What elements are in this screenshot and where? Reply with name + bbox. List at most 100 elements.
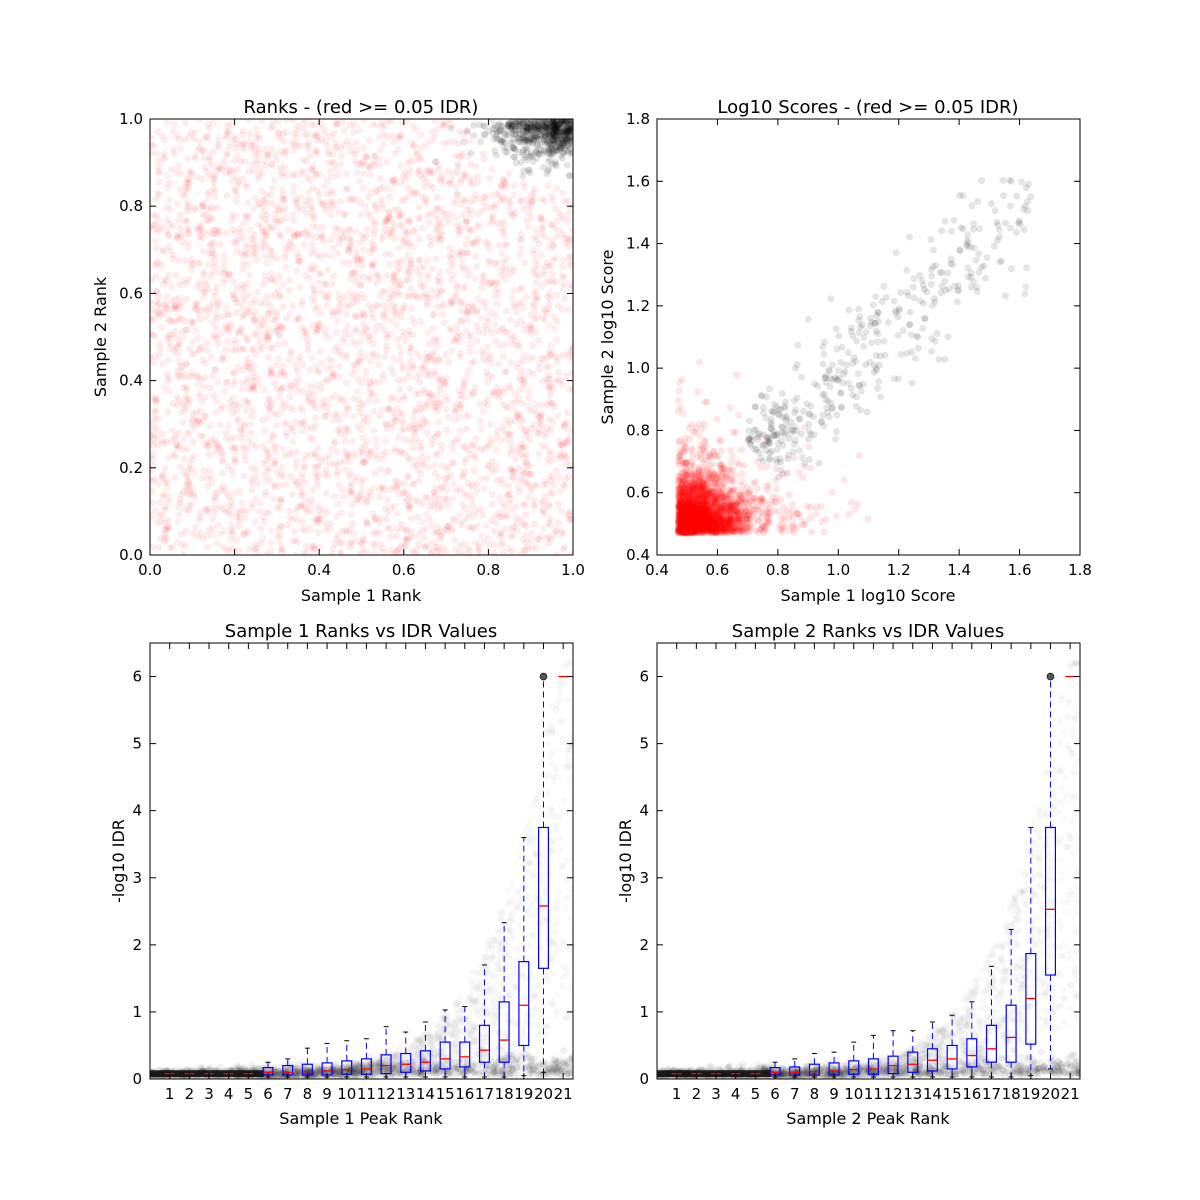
point-red (362, 517, 370, 525)
point-red (300, 241, 308, 249)
point-red (354, 253, 362, 261)
point-red (362, 367, 370, 375)
point-red (535, 272, 543, 280)
point-red (565, 510, 573, 518)
point-red (277, 531, 285, 539)
point-red (204, 133, 212, 141)
point-red (502, 367, 510, 375)
point-red (154, 260, 162, 268)
point-red (253, 549, 261, 555)
point-red (531, 502, 539, 510)
point-red (335, 302, 343, 310)
point-red (213, 163, 221, 171)
point-red (234, 415, 242, 423)
point-red (451, 535, 459, 543)
point-red (212, 252, 220, 260)
point-red (418, 452, 426, 460)
point-red (445, 139, 453, 147)
point-red (452, 332, 460, 340)
point-red (303, 173, 311, 181)
point-red (342, 379, 350, 387)
point-red (382, 448, 390, 456)
point-red (190, 135, 198, 143)
point-red (268, 293, 276, 301)
point-red (267, 191, 275, 199)
point-red (461, 380, 469, 388)
point-red (517, 245, 525, 253)
point-red (240, 145, 248, 153)
point-red (480, 408, 488, 416)
point-red (405, 501, 413, 509)
point-red (729, 452, 737, 460)
point-red (265, 395, 273, 403)
point-red (334, 343, 342, 351)
point-red (150, 393, 156, 401)
point-red (158, 132, 166, 140)
point-black (551, 158, 559, 166)
point-red (203, 474, 211, 482)
point-red (386, 193, 394, 201)
point-red (807, 464, 815, 472)
point-red (435, 418, 443, 426)
point-red (565, 306, 573, 314)
point-red (211, 508, 219, 516)
point-red (384, 405, 392, 413)
point-red (199, 535, 207, 543)
point-red (466, 450, 474, 458)
point-red (181, 136, 189, 144)
point-red (275, 481, 283, 489)
point-red (194, 299, 202, 307)
point-red (255, 375, 263, 383)
point-red (325, 355, 333, 363)
point-red (275, 393, 283, 401)
point-red (454, 435, 462, 443)
point-red (388, 131, 396, 139)
point-red (380, 140, 388, 148)
point-red (181, 217, 189, 225)
point-red (351, 327, 359, 335)
point-red (172, 303, 180, 311)
point-red (176, 496, 184, 504)
point-red (276, 503, 284, 511)
point-red (154, 292, 162, 300)
point-red (214, 141, 222, 149)
point-red (426, 218, 434, 226)
point-red (530, 289, 538, 297)
point-red (427, 209, 435, 217)
point-red (352, 537, 360, 545)
point-red (553, 233, 561, 241)
point-red (566, 426, 573, 434)
point-red (264, 332, 272, 340)
point-red (251, 152, 259, 160)
point-red (488, 500, 496, 508)
point-red (298, 205, 306, 213)
point-red (566, 202, 573, 210)
point-red (252, 194, 260, 202)
point-red (358, 485, 366, 493)
point-red (346, 235, 354, 243)
point-red (280, 324, 288, 332)
point-red (162, 477, 170, 485)
point-red (415, 166, 423, 174)
point-red (157, 311, 165, 319)
point-red (190, 490, 198, 498)
point-red (460, 196, 468, 204)
point-red (449, 495, 457, 503)
point-red (270, 177, 278, 185)
point-red (287, 472, 295, 480)
point-red (328, 445, 336, 453)
point-red (484, 371, 492, 379)
point-red (174, 518, 182, 526)
point-red (524, 493, 532, 501)
point-red (174, 162, 182, 170)
point-red (311, 264, 319, 272)
point-red (351, 313, 359, 321)
point-black (496, 120, 504, 128)
point-red (277, 387, 285, 395)
point-red (175, 358, 183, 366)
point-black (545, 158, 553, 166)
point-red (261, 157, 269, 165)
point-red (205, 249, 213, 257)
point-red (315, 366, 323, 374)
point-red (451, 408, 459, 416)
